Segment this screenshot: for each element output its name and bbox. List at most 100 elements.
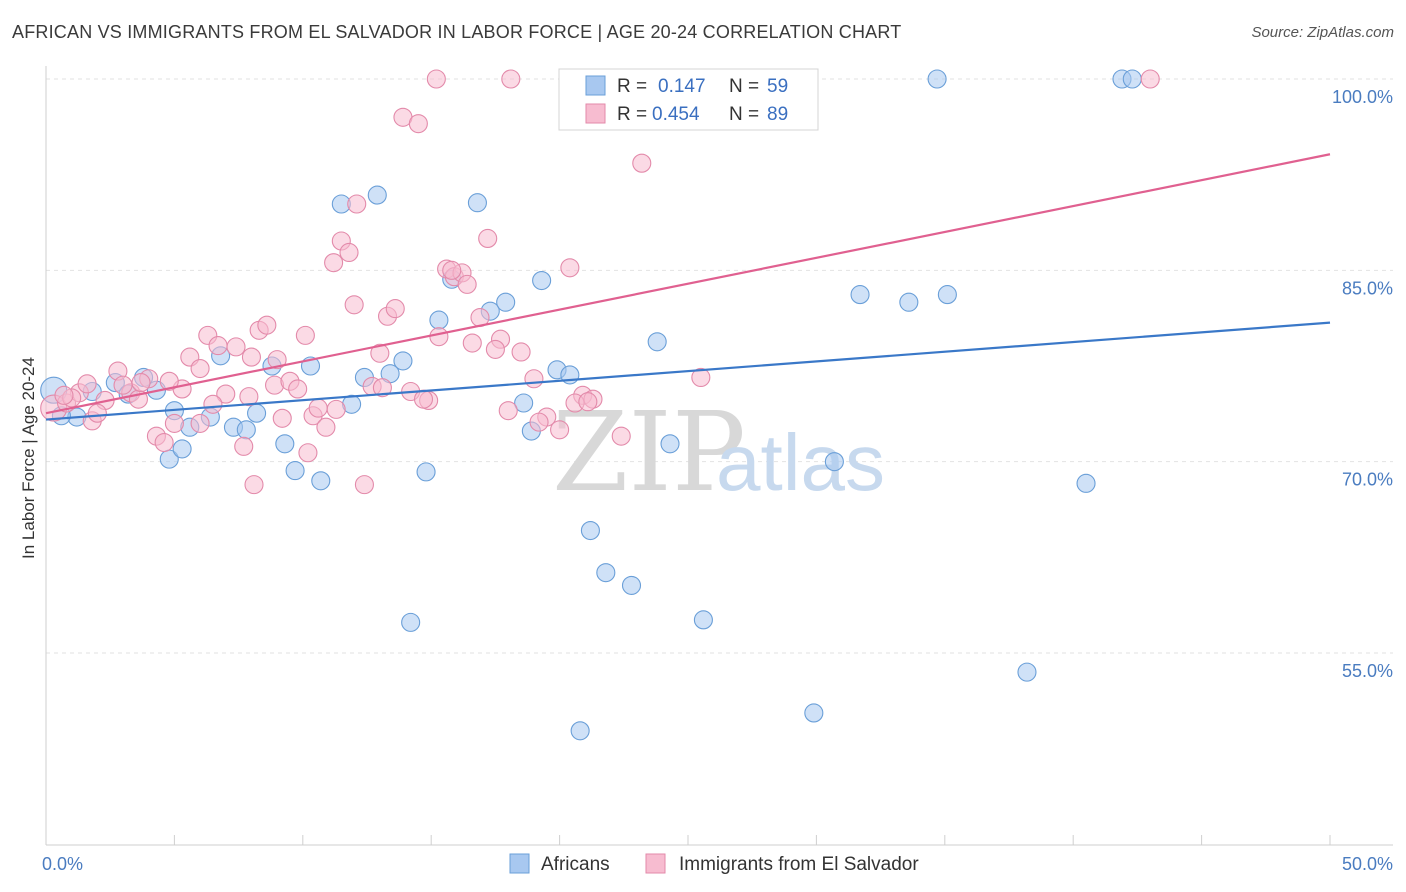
point-el-salvador [203,394,223,414]
trend-line-africans [45,321,1331,421]
y-tick-labels: 55.0% 70.0% 85.0% 100.0% [1332,87,1393,681]
point-el-salvador [578,392,598,412]
point-africans [1122,69,1142,89]
point-el-salvador [154,432,174,453]
point-el-salvador [226,337,246,357]
point-el-salvador [370,343,390,363]
point-el-salvador [326,399,346,419]
point-africans [693,610,713,630]
legend-box: R = 0.147 N = 59 R = 0.454 N = 89 [558,68,819,131]
point-el-salvador [632,153,652,173]
legend-r-label: R = [617,104,647,125]
point-el-salvador [385,299,405,319]
point-el-salvador [288,379,308,399]
point-el-salvador [524,369,544,389]
point-africans [429,310,449,330]
point-el-salvador [372,378,392,398]
point-africans [416,462,436,482]
point-el-salvador [529,412,549,432]
point-africans [532,270,552,291]
chart-title: AFRICAN VS IMMIGRANTS FROM EL SALVADOR I… [12,22,902,42]
point-el-salvador [478,228,498,248]
legend-n-value-africans: 59 [767,76,788,97]
grid-lines [46,78,1393,654]
point-africans [514,393,534,413]
point-el-salvador [190,413,210,433]
trend-lines [45,153,1331,421]
legend-r-value-el-salvador: 0.454 [652,104,700,125]
point-el-salvador [234,436,254,456]
watermark: ZIP atlas [552,388,885,516]
point-el-salvador [257,315,277,335]
point-africans [172,439,192,459]
point-el-salvador [354,475,374,495]
y-tick-label: 85.0% [1342,278,1393,298]
point-africans [824,452,844,472]
point-africans [660,434,680,454]
point-el-salvador [267,350,287,370]
point-el-salvador [498,401,518,421]
source-label: Source: ZipAtlas.com [1251,24,1394,41]
point-africans [570,721,590,741]
point-africans [275,434,295,454]
point-el-salvador [560,258,580,278]
point-el-salvador [691,367,711,388]
point-africans [621,575,642,595]
point-el-salvador [1140,69,1160,89]
point-el-salvador [316,417,336,437]
point-el-salvador [216,384,236,404]
point-africans [467,193,487,213]
point-africans [1076,473,1096,493]
point-el-salvador [244,475,264,495]
legend-r-value-africans: 0.147 [658,76,706,97]
x-tick-label: 0.0% [42,854,83,874]
point-el-salvador [442,260,462,280]
legend-swatch-el-salvador [585,103,606,124]
bottom-legend-swatch-africans [509,853,530,874]
legend-swatch-africans [585,75,606,96]
point-el-salvador [485,339,505,359]
legend-n-value-el-salvador: 89 [767,104,788,125]
trend-line-el-salvador [45,153,1331,415]
point-el-salvador [324,253,344,273]
point-africans [247,403,267,423]
legend-n-label: N = [729,104,759,125]
point-africans [937,285,957,305]
point-africans [899,292,919,312]
data-points [40,69,1160,741]
point-el-salvador [462,333,482,353]
bottom-legend-label-el-salvador: Immigrants from El Salvador [679,854,919,875]
point-el-salvador [408,114,428,134]
point-el-salvador [426,69,446,89]
point-el-salvador [501,69,521,89]
y-tick-label: 70.0% [1342,470,1393,490]
point-africans [496,292,516,312]
point-el-salvador [54,385,74,405]
legend-r-label: R = [617,76,647,97]
bottom-legend-swatch-el-salvador [645,853,666,874]
point-africans [285,461,305,481]
point-africans [850,285,870,305]
point-el-salvador [550,420,570,440]
point-africans [311,471,331,491]
point-el-salvador [413,389,434,409]
point-el-salvador [190,359,210,379]
point-el-salvador [131,373,151,393]
point-el-salvador [344,295,364,315]
point-el-salvador [457,274,477,294]
point-africans [804,703,824,723]
watermark-atlas: atlas [716,418,885,507]
point-el-salvador [164,413,184,433]
point-el-salvador [511,342,531,362]
x-tick-labels: 0.0% 50.0% [42,854,1393,874]
point-el-salvador [241,347,261,367]
point-el-salvador [77,374,97,394]
point-africans [393,351,413,371]
point-africans [647,332,667,352]
point-el-salvador [239,387,259,407]
y-tick-label: 100.0% [1332,87,1393,107]
point-el-salvador [208,336,228,356]
point-el-salvador [429,327,449,347]
point-el-salvador [308,398,328,418]
